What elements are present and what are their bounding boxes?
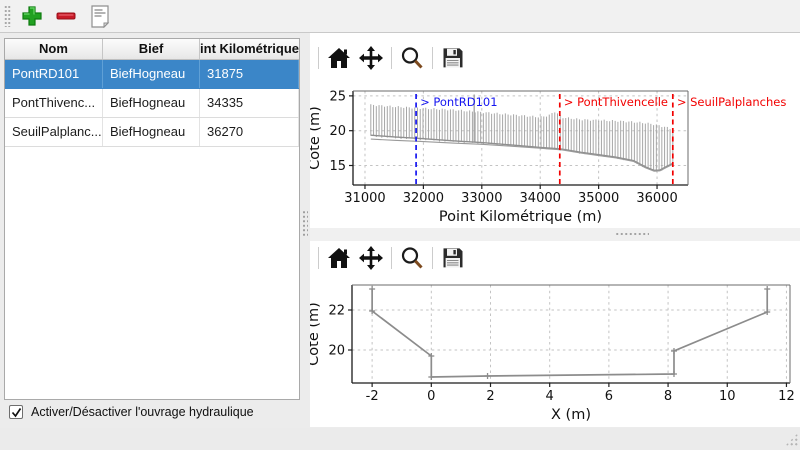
tick-label: 15 [329, 159, 346, 174]
separator [318, 47, 319, 69]
cell-bief: BiefHogneau [103, 60, 200, 88]
cell-pk: 34335 [200, 89, 299, 117]
tick-label: 2 [486, 389, 494, 404]
plot-splitter-handle[interactable] [310, 228, 800, 241]
plus-icon [22, 6, 42, 26]
separator [432, 47, 433, 69]
table-row-pontthivencelle[interactable]: PontThivenc... BiefHogneau 34335 [5, 89, 299, 118]
edit-report-button[interactable] [85, 2, 115, 30]
toolbar-drag-handle[interactable] [4, 5, 11, 27]
tick-label: 35000 [578, 191, 619, 206]
column-header-bief[interactable]: Bief [103, 39, 200, 59]
home-button[interactable] [323, 244, 355, 272]
move-icon [359, 46, 383, 70]
remove-structure-button[interactable] [51, 2, 81, 30]
save-icon [443, 248, 463, 268]
tick-label: 31000 [344, 191, 385, 206]
table-header: Nom Bief Point Kilométrique [5, 39, 299, 60]
y-axis-label: Cote (m) [310, 106, 323, 170]
save-button[interactable] [437, 244, 469, 272]
y-axis-label: Cote (m) [310, 302, 322, 366]
save-button[interactable] [437, 44, 469, 72]
column-header-nom[interactable]: Nom [5, 39, 103, 59]
cell-bief: BiefHogneau [103, 89, 200, 117]
panel-splitter-handle[interactable] [302, 210, 308, 238]
plot-canvas[interactable]: 31000 32000 33000 34000 35000 36000152025Poin… [310, 33, 800, 427]
pan-button[interactable] [355, 244, 387, 272]
column-header-pk[interactable]: Point Kilométrique [200, 41, 299, 56]
structures-table: Nom Bief Point Kilométrique PontRD101 Bi… [4, 38, 300, 400]
tick-label: 33000 [461, 191, 502, 206]
tick-label: 8 [664, 389, 672, 404]
x-axis-label: X (m) [551, 407, 591, 423]
splitter-dots [615, 232, 649, 237]
minus-icon [56, 12, 76, 20]
save-icon [443, 48, 463, 68]
resize-grip[interactable] [785, 433, 798, 446]
cell-nom: PontThivenc... [5, 89, 103, 117]
tick-label: 12 [778, 389, 795, 404]
magnifier-icon [401, 247, 423, 269]
check-icon [11, 407, 21, 417]
tick-label: 20 [329, 124, 346, 139]
tick-label: 25 [329, 89, 346, 104]
magnifier-icon [401, 47, 423, 69]
document-icon [91, 5, 110, 28]
add-structure-button[interactable] [17, 2, 47, 30]
structure-annotation: > PontThivencelle [564, 95, 668, 109]
cell-nom: PontRD101 [5, 60, 103, 88]
home-icon [328, 48, 350, 68]
status-bar [0, 428, 800, 450]
home-button[interactable] [323, 44, 355, 72]
tick-label: 6 [605, 389, 613, 404]
checkbox-label: Activer/Désactiver l'ouvrage hydraulique [31, 405, 254, 419]
tick-label: 20 [328, 344, 345, 359]
zoom-button[interactable] [396, 244, 428, 272]
separator [391, 247, 392, 269]
cell-bief: BiefHogneau [103, 118, 200, 146]
pan-button[interactable] [355, 44, 387, 72]
structure-annotation: > SeuilPalplanches [677, 95, 787, 109]
structure-annotation: > PontRD101 [420, 95, 497, 109]
cell-nom: SeuilPalplanc... [5, 118, 103, 146]
home-icon [328, 248, 350, 268]
tick-label: 0 [427, 389, 435, 404]
profile-plot-toolbar [314, 43, 794, 73]
tick-label: 34000 [520, 191, 561, 206]
section-plot-toolbar [314, 243, 794, 273]
tick-label: 36000 [636, 191, 677, 206]
separator [391, 47, 392, 69]
cell-pk: 36270 [200, 118, 299, 146]
main-toolbar [0, 0, 800, 33]
separator [318, 247, 319, 269]
zoom-button[interactable] [396, 44, 428, 72]
enable-structure-checkbox[interactable]: Activer/Désactiver l'ouvrage hydraulique [9, 405, 254, 419]
tick-label: 22 [328, 304, 345, 319]
cell-pk: 31875 [200, 60, 299, 88]
table-row-pontrd101[interactable]: PontRD101 BiefHogneau 31875 [5, 60, 299, 89]
separator [432, 247, 433, 269]
move-icon [359, 246, 383, 270]
tick-label: -2 [366, 389, 379, 404]
tick-label: 4 [546, 389, 554, 404]
table-row-seuilpalplanches[interactable]: SeuilPalplanc... BiefHogneau 36270 [5, 118, 299, 147]
tick-label: 32000 [403, 191, 444, 206]
tick-label: 10 [719, 389, 736, 404]
x-axis-label: Point Kilométrique (m) [439, 209, 602, 225]
checkbox-box[interactable] [9, 405, 23, 419]
plots-panel: 31000 32000 33000 34000 35000 36000 15 20 25 Poin… [310, 33, 800, 427]
